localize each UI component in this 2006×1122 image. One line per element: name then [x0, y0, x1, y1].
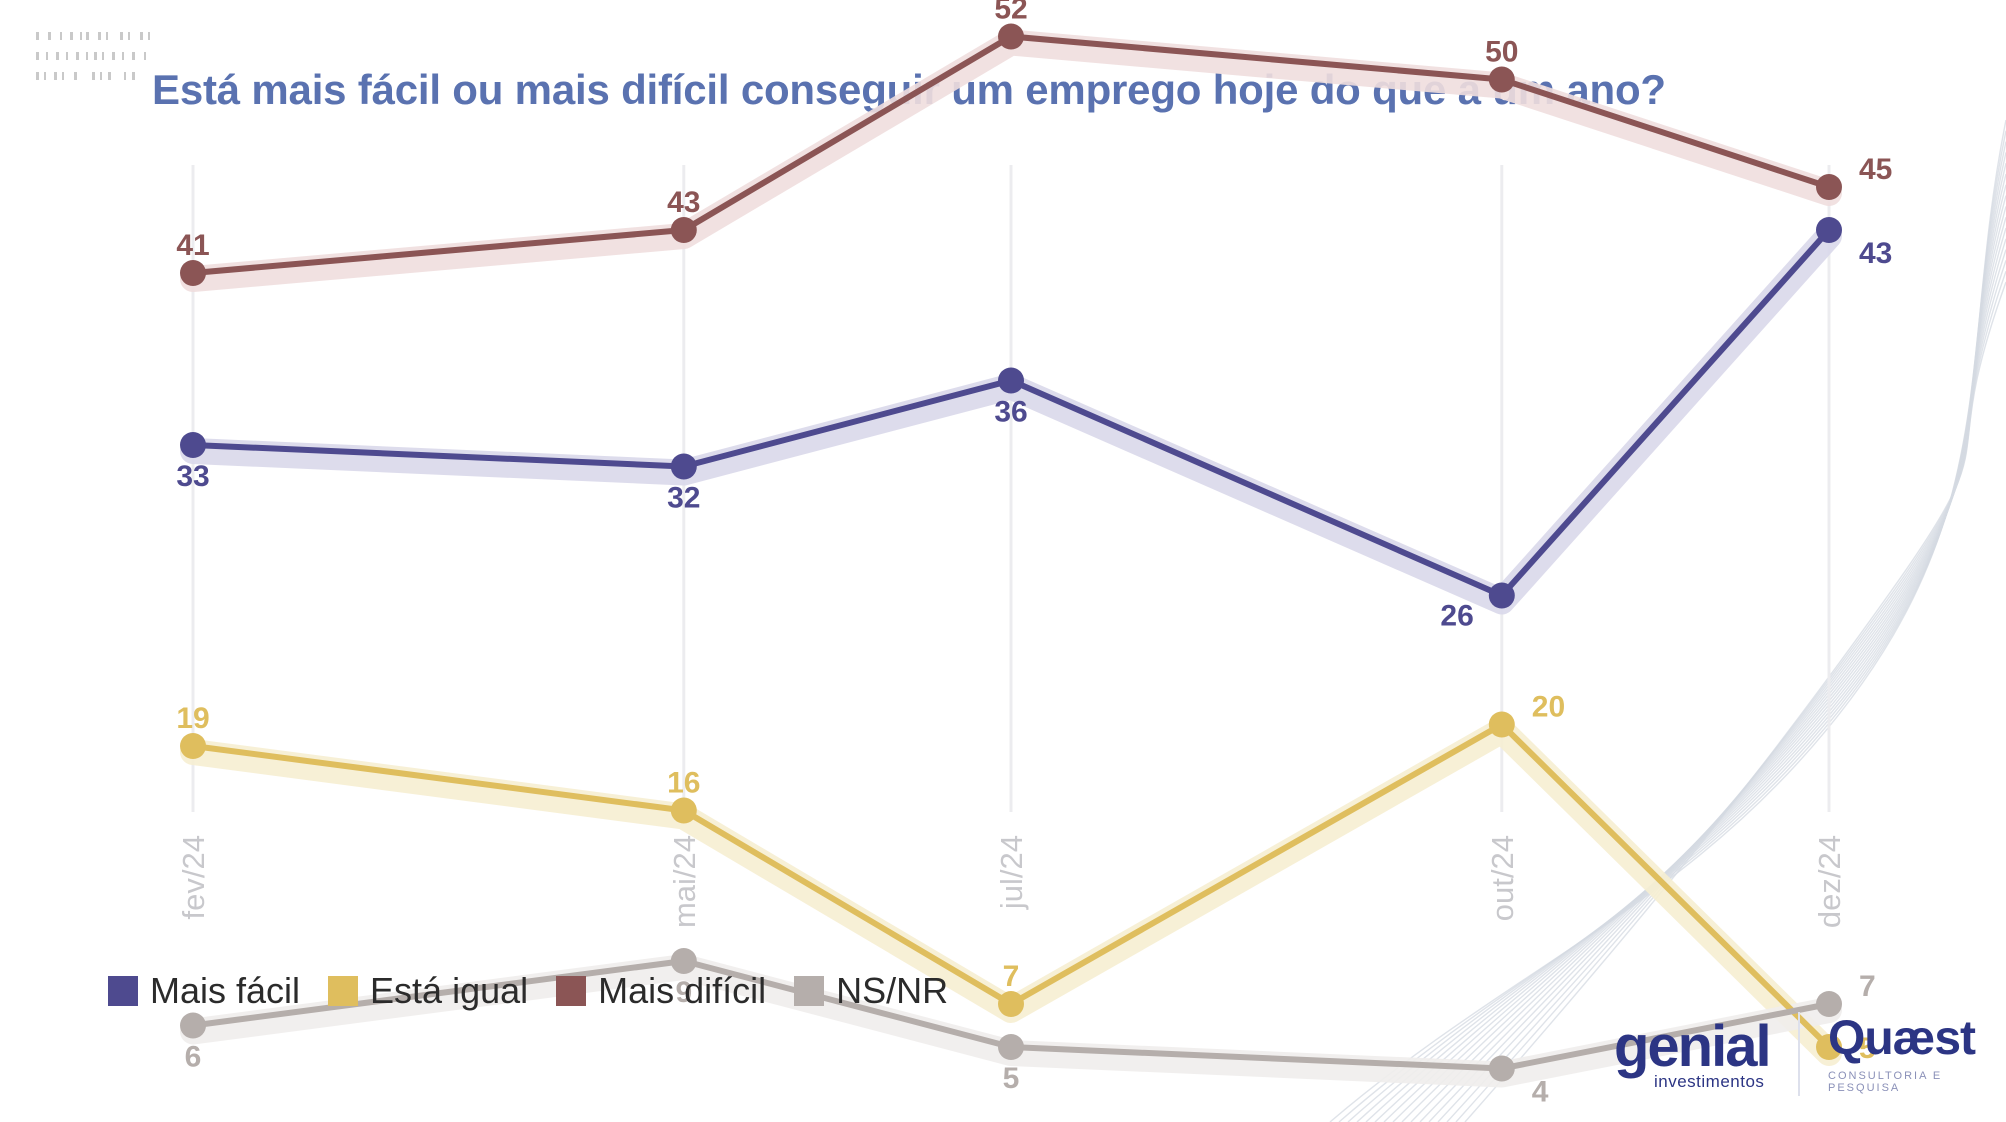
legend-label-esta-igual: Está igual [370, 970, 529, 1011]
data-label-mais-dificil-mai-24: 43 [667, 186, 700, 219]
legend-label-ns-nr: NS/NR [836, 970, 949, 1011]
point-mais-facil-jul-24 [998, 367, 1024, 394]
chart-legend: Mais fácil Está igual Mais difícil NS/NR [108, 970, 976, 1012]
point-mais-dificil-dez-24 [1816, 174, 1842, 200]
genial-logo: genial [1614, 1014, 1772, 1079]
data-label-mais-facil-jul-24: 36 [994, 396, 1027, 429]
data-label-mais-dificil-fev-24: 41 [176, 229, 209, 262]
data-label-ns-nr-out-24: 4 [1532, 1076, 1549, 1109]
data-label-mais-dificil-jul-24: 52 [994, 0, 1027, 26]
data-label-mais-dificil-out-24: 50 [1485, 36, 1518, 69]
data-label-esta-igual-out-24: 20 [1532, 691, 1565, 724]
point-ns-nr-dez-24 [1816, 991, 1842, 1017]
point-esta-igual-out-24 [1488, 711, 1515, 738]
data-label-ns-nr-mai-24: 9 [675, 976, 692, 1009]
legend-item-mais-dificil: Mais difícil [556, 970, 766, 1012]
x-tick-label-jul-24: jul/24 [994, 835, 1029, 910]
point-esta-igual-fev-24 [180, 733, 206, 759]
point-mais-dificil-mai-24 [670, 217, 697, 243]
point-esta-igual-dez-24 [1816, 1034, 1842, 1060]
data-label-mais-dificil-dez-24: 45 [1859, 153, 1892, 186]
point-ns-nr-fev-24 [180, 1012, 206, 1039]
data-label-ns-nr-fev-24: 6 [185, 1041, 202, 1074]
wave-line [1464, 281, 2006, 1122]
brand-logos: genial investimentos Quæst CONSULTORIA E… [1610, 1012, 1990, 1112]
legend-item-ns-nr: NS/NR [794, 970, 948, 1012]
x-tick-label-dez-24: dez/24 [1812, 835, 1847, 928]
point-esta-igual-jul-24 [998, 991, 1024, 1017]
data-label-mais-facil-fev-24: 33 [176, 460, 209, 493]
legend-item-esta-igual: Está igual [328, 970, 528, 1012]
logo-divider [1798, 1012, 1800, 1096]
data-label-ns-nr-dez-24: 7 [1859, 970, 1876, 1003]
x-tick-label-fev-24: fev/24 [176, 835, 211, 919]
point-mais-facil-dez-24 [1816, 217, 1842, 243]
legend-item-mais-facil: Mais fácil [108, 970, 300, 1012]
point-ns-nr-jul-24 [998, 1034, 1024, 1060]
quaest-logo-subtitle: CONSULTORIA E PESQUISA [1828, 1070, 1943, 1094]
genial-logo-subtitle: investimentos [1654, 1072, 1765, 1091]
data-label-mais-facil-mai-24: 32 [667, 482, 700, 515]
point-mais-facil-fev-24 [180, 432, 206, 458]
data-label-mais-facil-dez-24: 43 [1859, 237, 1892, 270]
point-ns-nr-out-24 [1488, 1055, 1515, 1082]
point-esta-igual-mai-24 [670, 797, 697, 824]
legend-swatch-mais-dificil [556, 976, 587, 1006]
barcode-decoration [36, 32, 150, 80]
data-label-esta-igual-dez-24: 5 [1859, 1032, 1876, 1065]
data-label-mais-facil-out-24: 26 [1440, 600, 1473, 633]
point-mais-facil-out-24 [1488, 582, 1515, 609]
point-mais-dificil-jul-24 [998, 23, 1024, 50]
legend-swatch-esta-igual [328, 976, 359, 1006]
data-label-esta-igual-fev-24: 19 [176, 702, 209, 735]
point-mais-dificil-out-24 [1488, 66, 1515, 93]
legend-swatch-ns-nr [794, 976, 825, 1006]
data-label-esta-igual-jul-24: 7 [1003, 960, 1020, 993]
legend-label-mais-facil: Mais fácil [150, 970, 301, 1011]
point-ns-nr-mai-24 [670, 948, 697, 974]
x-tick-label-mai-24: mai/24 [667, 835, 702, 928]
point-mais-dificil-fev-24 [180, 260, 206, 286]
data-label-esta-igual-mai-24: 16 [667, 767, 700, 800]
quaest-logo: Quæst [1828, 1012, 1976, 1065]
point-mais-facil-mai-24 [670, 453, 697, 480]
legend-label-mais-dificil: Mais difícil [598, 970, 767, 1011]
x-tick-label-out-24: out/24 [1485, 835, 1520, 921]
data-label-ns-nr-jul-24: 5 [1003, 1062, 1020, 1095]
legend-swatch-mais-facil [108, 976, 138, 1006]
